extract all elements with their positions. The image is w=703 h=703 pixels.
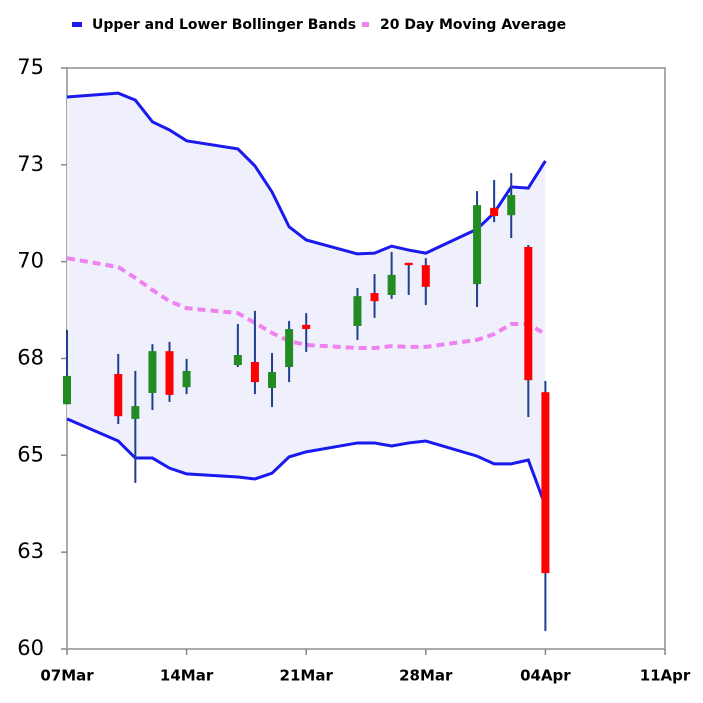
candle-body — [490, 207, 499, 216]
y-tick-label: 73 — [17, 152, 44, 176]
y-tick-label: 75 — [17, 55, 44, 79]
band-fill — [67, 93, 546, 507]
candle-body — [233, 355, 242, 366]
candle-body — [507, 195, 516, 216]
legend-marker — [362, 22, 369, 27]
legend-label: Upper and Lower Bollinger Bands — [92, 17, 356, 33]
candle-body — [131, 406, 140, 419]
x-tick-label: 14Mar — [160, 667, 214, 685]
lower-band — [66, 417, 547, 507]
y-tick-label: 70 — [17, 249, 44, 273]
candle-body — [285, 329, 294, 368]
moving-average — [66, 256, 547, 351]
upper-band — [66, 91, 547, 256]
x-tick-label: 28Mar — [399, 667, 453, 685]
candle-body — [182, 370, 191, 388]
x-tick-label: 04Apr — [520, 667, 571, 685]
candle-body — [250, 361, 259, 383]
candle-body — [370, 293, 379, 302]
candle-body — [268, 372, 277, 388]
candle-body — [148, 351, 157, 393]
candle-body — [63, 375, 71, 405]
x-tick-label: 07Mar — [40, 667, 94, 685]
candle-body — [473, 205, 482, 285]
y-tick-label: 65 — [17, 442, 44, 466]
y-tick-label: 63 — [17, 539, 44, 563]
y-tick-label: 60 — [17, 636, 44, 660]
candle-body — [421, 265, 430, 287]
y-tick-label: 68 — [17, 346, 44, 370]
x-tick-label: 11Apr — [640, 667, 691, 685]
x-tick-label: 21Mar — [280, 667, 334, 685]
candle-body — [302, 324, 311, 330]
legend-label: 20 Day Moving Average — [380, 17, 566, 33]
candle-body — [353, 296, 362, 326]
candle-body — [114, 373, 123, 417]
candle-body — [404, 262, 413, 266]
candle-body — [541, 392, 550, 574]
candle-body — [387, 274, 396, 295]
candle-body — [524, 246, 533, 381]
candle-body — [165, 351, 174, 395]
legend-marker — [72, 22, 82, 27]
